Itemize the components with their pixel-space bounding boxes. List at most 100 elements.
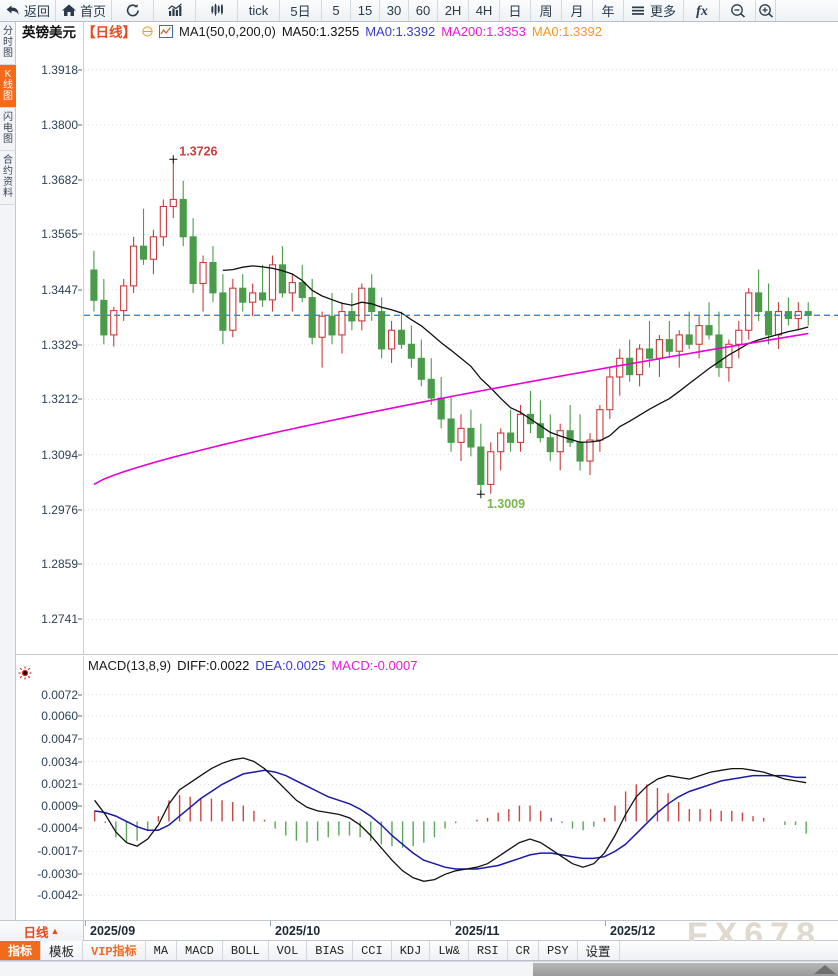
toolbar-m60-button[interactable]: 60: [409, 0, 438, 21]
indicator-ma-button[interactable]: MA: [146, 941, 178, 960]
period-selector-button[interactable]: 日线 ▲: [0, 921, 84, 941]
indicator-rsi-button[interactable]: RSI: [469, 941, 508, 960]
toolbar-h2-button[interactable]: 2H: [438, 0, 469, 21]
toolbar-zoomout-button[interactable]: [720, 0, 756, 21]
toolbar-back-button[interactable]: 返回: [0, 0, 56, 21]
toolbar-year-button[interactable]: 年: [593, 0, 624, 21]
toolbar-zoomin-button[interactable]: [756, 0, 776, 21]
price-y-axis: 1.3918 1.3800 1.3682 1.3565 1.3447 1.3329 1.32…: [16, 22, 82, 654]
indicator-settings-button[interactable]: 设置: [578, 941, 620, 960]
x-axis-label: 2025/11: [450, 921, 500, 938]
ma-params-label: MA1(50,0,200,0): [179, 23, 276, 39]
zoom-out-icon: [730, 3, 746, 18]
indicator-vip-button[interactable]: VIP指标: [83, 941, 146, 960]
home-icon: [61, 3, 77, 18]
sidebar-item-lightning[interactable]: 闪电图: [0, 108, 16, 151]
toolbar-m5-button[interactable]: 5: [322, 0, 351, 21]
macd-plot-area[interactable]: [84, 656, 838, 920]
macd-chart-header: MACD(13,8,9) DIFF:0.0022 DEA:0.0025 MACD…: [16, 656, 417, 674]
low-price-annotation: 1.3009: [487, 497, 525, 511]
axis-tick-label: 1.2976: [41, 502, 78, 517]
collapse-icon[interactable]: [142, 25, 153, 37]
price-chart-pane[interactable]: 英镑美元 【日线】 MA1(50,0,200,0) MA50:1.3255 MA…: [16, 22, 838, 655]
indicator-cr-button[interactable]: CR: [508, 941, 539, 960]
indicator-settings-icon[interactable]: [18, 666, 32, 680]
indicator-lwr-label: LW&: [438, 943, 460, 958]
indicator-boll-label: BOLL: [230, 943, 260, 958]
toolbar-back-label: 返回: [24, 4, 51, 19]
indicator-indicator-label: 指标: [8, 945, 33, 959]
indicator-bias-label: BIAS: [315, 943, 345, 958]
axis-tick-mark: [78, 344, 82, 346]
toolbar-m30-button[interactable]: 30: [380, 0, 409, 21]
axis-tick-mark: [78, 124, 82, 126]
axis-tick-label: 0.0034: [41, 754, 78, 769]
toolbar-day-label: 日: [508, 4, 522, 19]
toolbar-refresh-button[interactable]: [112, 0, 154, 21]
toolbar-formula-button[interactable]: fx: [684, 0, 720, 21]
indicator-macd-label: MACD: [185, 943, 214, 958]
toolbar-month-button[interactable]: 月: [562, 0, 593, 21]
macd-diff-value: DIFF:0.0022: [177, 657, 250, 673]
scrollbar-thumb[interactable]: [533, 963, 838, 976]
toolbar-h4-button[interactable]: 4H: [469, 0, 500, 21]
scroll-up-arrow-icon[interactable]: [814, 965, 836, 974]
indicator-cci-button[interactable]: CCI: [353, 941, 392, 960]
horizontal-scrollbar[interactable]: [0, 961, 838, 976]
indicator-lwr-button[interactable]: LW&: [430, 941, 469, 960]
indicator-indicator-button[interactable]: 指标: [0, 941, 42, 960]
macd-macd-value: MACD:-0.0007: [331, 657, 418, 673]
indicator-vol-button[interactable]: VOL: [269, 941, 308, 960]
toolbar-chart-button[interactable]: [154, 0, 196, 21]
line-chart-icon[interactable]: [159, 24, 173, 38]
toolbar-candles-button[interactable]: [196, 0, 238, 21]
axis-tick-mark: [78, 873, 82, 875]
indicator-boll-button[interactable]: BOLL: [223, 941, 269, 960]
x-axis-label: 2025/09: [84, 921, 136, 938]
period-selector-label: 日线: [23, 925, 49, 940]
axis-tick-label: 0.0072: [41, 687, 78, 702]
macd-chart-pane[interactable]: MACD(13,8,9) DIFF:0.0022 DEA:0.0025 MACD…: [16, 656, 838, 920]
indicator-psy-label: PSY: [546, 943, 569, 958]
symbol-label: 英镑美元: [22, 25, 76, 40]
axis-tick-mark: [78, 805, 82, 807]
indicator-kdj-button[interactable]: KDJ: [392, 941, 431, 960]
axis-tick-label: -0.0042: [37, 888, 78, 903]
bar-chart-icon: [167, 3, 183, 18]
ma0-orange-value: MA0:1.3392: [531, 23, 602, 39]
price-axis-divider: [83, 22, 84, 654]
high-price-annotation: 1.3726: [179, 144, 217, 158]
axis-tick-mark: [78, 694, 82, 696]
toolbar-h2-label: 2H: [444, 3, 462, 18]
toolbar-m15-button[interactable]: 15: [351, 0, 380, 21]
toolbar-m30-label: 30: [386, 3, 402, 18]
hamburger-icon: [631, 3, 647, 18]
indicator-kdj-label: KDJ: [399, 943, 422, 958]
indicator-macd-button[interactable]: MACD: [177, 941, 223, 960]
chevron-up-icon: ▲: [50, 926, 60, 936]
indicator-template-button[interactable]: 模板: [41, 941, 84, 960]
toolbar-day-button[interactable]: 日: [500, 0, 531, 21]
price-plot-area[interactable]: 1.3726 1.3009: [84, 22, 838, 654]
indicator-vol-label: VOL: [276, 943, 299, 958]
ma200-value: MA200:1.3353: [441, 23, 526, 39]
macd-dea-value: DEA:0.0025: [255, 657, 326, 673]
axis-tick-label: -0.0017: [37, 844, 78, 859]
axis-tick-mark: [78, 715, 82, 717]
indicator-psy-button[interactable]: PSY: [539, 941, 578, 960]
indicator-bias-button[interactable]: BIAS: [307, 941, 354, 960]
toolbar-week-button[interactable]: 周: [531, 0, 562, 21]
sidebar-item-contract[interactable]: 合约资料: [0, 151, 16, 205]
toolbar-tick-button[interactable]: tick: [238, 0, 280, 21]
toolbar-more-button[interactable]: 更多: [624, 0, 684, 21]
toolbar-month-label: 月: [570, 4, 584, 19]
toolbar-m60-label: 60: [415, 3, 431, 18]
indicator-template-label: 模板: [49, 945, 75, 959]
sidebar-item-timeshare[interactable]: 分时图: [0, 22, 16, 65]
axis-tick-mark: [78, 827, 82, 829]
axis-tick-label: -0.0030: [37, 867, 78, 882]
toolbar-home-button[interactable]: 首页: [56, 0, 112, 21]
toolbar-5day-button[interactable]: 5日: [280, 0, 322, 21]
svg-text:fx: fx: [696, 4, 708, 18]
